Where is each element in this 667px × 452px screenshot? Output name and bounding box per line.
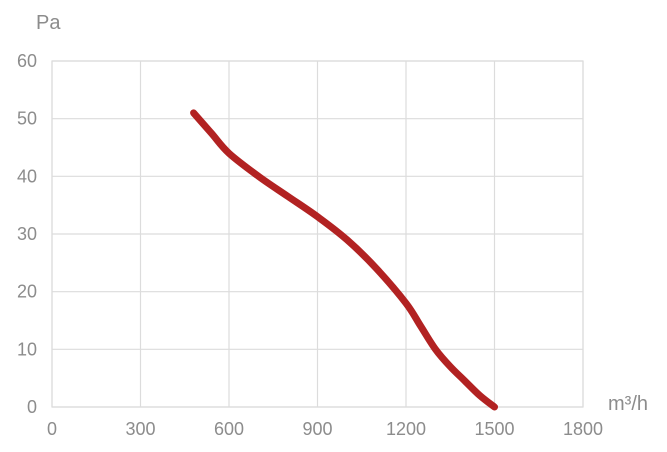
- y-tick-label: 60: [17, 51, 37, 71]
- y-tick-label: 40: [17, 166, 37, 186]
- y-tick-label: 0: [27, 397, 37, 417]
- y-axis-ticks: 0 10 20 30 40 50 60: [17, 51, 37, 417]
- x-tick-label: 1200: [386, 419, 426, 439]
- plot-frame: [51, 60, 584, 408]
- grid: [51, 60, 584, 408]
- y-tick-label: 30: [17, 224, 37, 244]
- y-tick-label: 20: [17, 282, 37, 302]
- x-axis-ticks: 0 300 600 900 1200 1500 1800: [47, 419, 603, 439]
- y-tick-label: 50: [17, 109, 37, 129]
- y-axis-label: Pa: [36, 12, 61, 34]
- x-tick-label: 0: [47, 419, 57, 439]
- x-tick-label: 1500: [474, 419, 514, 439]
- series-line: [190, 109, 498, 411]
- x-tick-label: 900: [302, 419, 332, 439]
- x-tick-label: 300: [125, 419, 155, 439]
- x-tick-label: 1800: [563, 419, 603, 439]
- x-tick-label: 600: [214, 419, 244, 439]
- x-axis-label: m³/h: [608, 393, 648, 415]
- y-tick-label: 10: [17, 339, 37, 359]
- series-layer: [190, 109, 498, 411]
